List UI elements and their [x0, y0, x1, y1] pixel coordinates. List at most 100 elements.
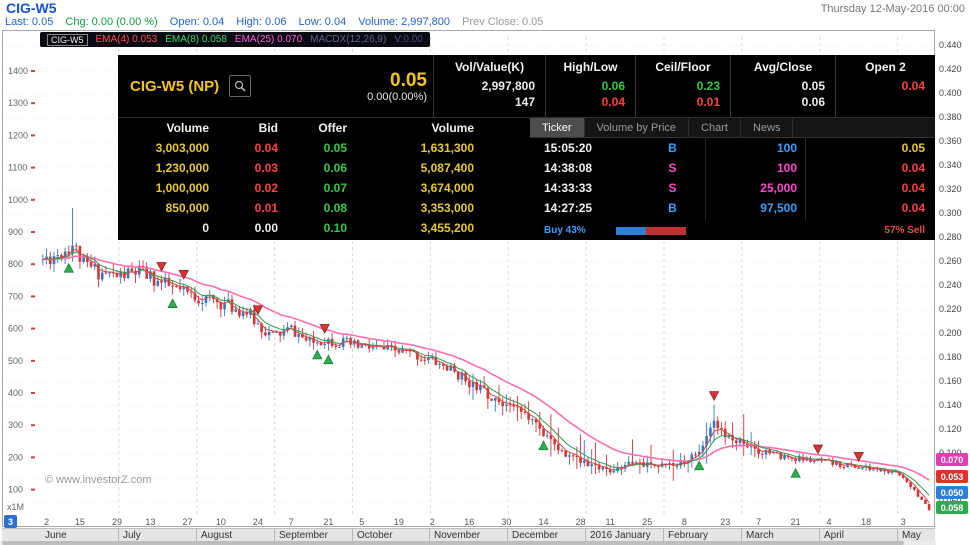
month-label: May — [902, 530, 921, 541]
scrollbar-thumb[interactable] — [2, 541, 904, 545]
tab-news[interactable]: News — [741, 118, 794, 137]
trade-qty: 100 — [705, 161, 805, 175]
buy-ratio-label: Buy 43% — [530, 225, 586, 236]
price-axis-label: 0.240 — [939, 280, 962, 290]
svg-text:16: 16 — [464, 517, 474, 527]
depth-cell[interactable]: 0.07 — [284, 181, 353, 195]
trade-price: 0.04 — [805, 181, 935, 195]
legend-macd[interactable]: MACDX(12,26,9) — [310, 34, 386, 45]
svg-text:3: 3 — [901, 517, 906, 527]
svg-text:500: 500 — [8, 356, 23, 366]
depth-cell[interactable]: 0.08 — [284, 201, 353, 215]
legend-ema25[interactable]: EMA(25) 0.070 — [235, 34, 302, 45]
depth-cell[interactable]: 0.05 — [284, 141, 353, 155]
depth-cell[interactable]: 850,000 — [118, 201, 215, 215]
month-label: March — [746, 530, 774, 541]
price-axis-label: 0.440 — [939, 40, 962, 50]
date-label: Thursday 12-May-2016 00:00 — [821, 3, 965, 15]
price-tag-ema25: 0.070 — [936, 453, 968, 466]
price-axis-label: 0.200 — [939, 328, 962, 338]
stat-change: Chg: 0.00 (0.00 %) — [65, 16, 157, 28]
legend-volume[interactable]: V:0.00 — [394, 34, 423, 45]
svg-text:8: 8 — [682, 517, 687, 527]
svg-text:900: 900 — [8, 227, 23, 237]
stat-last: Last: 0.05 — [5, 16, 53, 28]
buy-sell-ratio: Buy 43% 57% Sell — [530, 221, 935, 240]
trade-time: 14:27:25 — [530, 201, 640, 215]
watermark: © www.investorZ.com — [45, 474, 152, 486]
svg-text:24: 24 — [253, 517, 263, 527]
depth-cell[interactable]: 3,353,000 — [353, 201, 480, 215]
depth-header-bidvol: Volume — [118, 121, 215, 135]
price-axis-label: 0.320 — [939, 184, 962, 194]
tab-volume-by-price[interactable]: Volume by Price — [585, 118, 689, 137]
month-label: February — [668, 530, 708, 541]
price-change: 0.00(0.00%) — [367, 91, 427, 103]
legend-ema8[interactable]: EMA(8) 0.058 — [165, 34, 227, 45]
page-badge[interactable]: 3 — [4, 515, 17, 528]
svg-text:15: 15 — [75, 517, 85, 527]
depth-cell[interactable]: 1,230,000 — [118, 161, 215, 175]
legend-ema4[interactable]: EMA(4) 0.053 — [96, 34, 158, 45]
instrument-name: CIG-W5 (NP) — [130, 78, 219, 95]
depth-cell[interactable]: 1,631,300 — [353, 141, 480, 155]
trade-time: 14:38:08 — [530, 161, 640, 175]
depth-cell[interactable]: 3,674,000 — [353, 181, 480, 195]
ticker-row: 14:33:33 S 25,000 0.04 — [530, 178, 935, 198]
quote-lower-section: Volume Bid Offer Volume 3,003,000 0.04 0… — [118, 118, 935, 240]
depth-cell[interactable]: 0.06 — [284, 161, 353, 175]
svg-text:400: 400 — [8, 388, 23, 398]
price-axis-label: 0.340 — [939, 160, 962, 170]
svg-text:1200: 1200 — [8, 130, 28, 140]
svg-text:200: 200 — [8, 452, 23, 462]
depth-cell[interactable]: 0.02 — [215, 181, 284, 195]
price-tag-last: 0.050 — [936, 486, 968, 499]
svg-text:4: 4 — [826, 517, 831, 527]
last-price: 0.05 — [390, 70, 427, 91]
svg-text:7: 7 — [289, 517, 294, 527]
tab-chart[interactable]: Chart — [689, 118, 741, 137]
month-label: July — [123, 530, 141, 541]
depth-cell[interactable]: 0.03 — [215, 161, 284, 175]
month-separator — [352, 529, 353, 541]
stat-low: Low: 0.04 — [299, 16, 347, 28]
market-depth-table: Volume Bid Offer Volume 3,003,000 0.04 0… — [118, 118, 480, 240]
depth-cell[interactable]: 5,087,400 — [353, 161, 480, 175]
price-axis-label: 0.120 — [939, 424, 962, 434]
trade-side: S — [640, 161, 705, 175]
month-label: 2016 January — [590, 530, 651, 541]
price-tag-ema8: 0.058 — [936, 501, 968, 514]
depth-cell[interactable]: 0.00 — [215, 221, 284, 235]
svg-text:27: 27 — [182, 517, 192, 527]
legend-symbol[interactable]: CIG-W5 — [47, 34, 88, 46]
trade-time: 14:33:33 — [530, 181, 640, 195]
depth-cell[interactable]: 1,000,000 — [118, 181, 215, 195]
search-icon[interactable] — [229, 75, 251, 97]
svg-text:21: 21 — [791, 517, 801, 527]
close-price: 0.06 — [731, 94, 835, 110]
month-separator — [429, 529, 430, 541]
depth-cell[interactable]: 0.10 — [284, 221, 353, 235]
month-label: June — [45, 530, 67, 541]
depth-cell[interactable]: 3,455,200 — [353, 221, 480, 235]
depth-cell[interactable]: 0.01 — [215, 201, 284, 215]
horizontal-scrollbar[interactable] — [0, 541, 936, 545]
depth-cell[interactable]: 0 — [118, 221, 215, 235]
depth-header-bid: Bid — [215, 121, 284, 135]
depth-cell[interactable]: 3,003,000 — [118, 141, 215, 155]
stat-volume: Volume: 2,997,800 — [358, 16, 450, 28]
month-separator — [663, 529, 664, 541]
svg-text:300: 300 — [8, 420, 23, 430]
trade-side: S — [640, 181, 705, 195]
svg-text:700: 700 — [8, 291, 23, 301]
depth-cell[interactable]: 0.04 — [215, 141, 284, 155]
ticker-column-divider — [705, 137, 706, 221]
svg-text:19: 19 — [394, 517, 404, 527]
trading-terminal: CIG-W5 Thursday 12-May-2016 00:00 Last: … — [0, 0, 970, 545]
tab-ticker[interactable]: Ticker — [530, 118, 585, 137]
month-label: April — [824, 530, 844, 541]
price-axis-label: 0.380 — [939, 112, 962, 122]
col-volvalue-header: Vol/Value(K) — [434, 60, 545, 78]
month-separator — [741, 529, 742, 541]
trade-time: 15:05:20 — [530, 141, 640, 155]
